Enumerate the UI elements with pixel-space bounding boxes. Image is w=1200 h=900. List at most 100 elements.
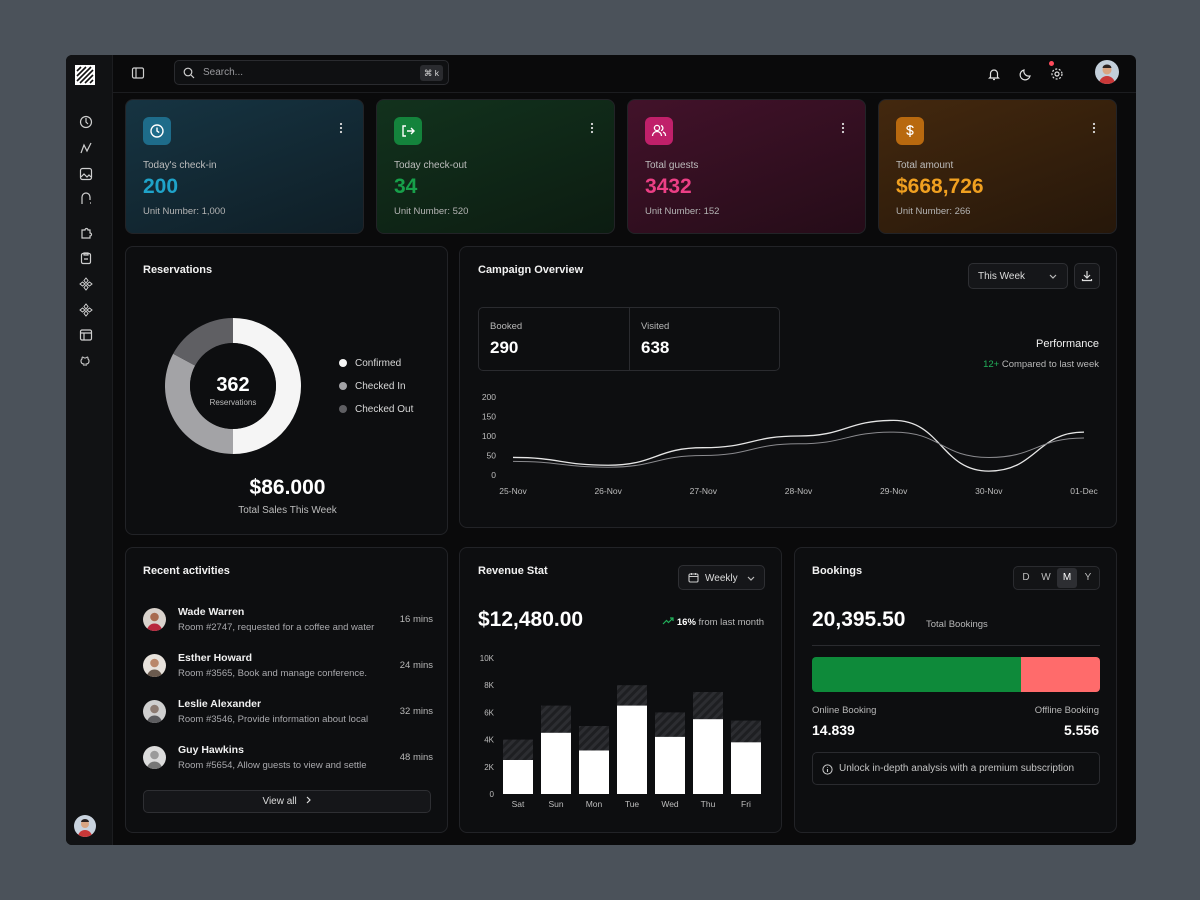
download-icon xyxy=(1081,271,1093,282)
more-icon[interactable] xyxy=(339,121,343,135)
x-tick-label: Mon xyxy=(586,799,603,809)
activity-time: 32 mins xyxy=(399,706,433,717)
premium-notice[interactable]: Unlock in-depth analysis with a premium … xyxy=(812,752,1100,785)
activity-name: Guy Hawkins xyxy=(178,744,244,756)
legend-dot xyxy=(339,382,347,390)
view-all-button[interactable]: View all xyxy=(143,790,431,813)
x-tick-label: Thu xyxy=(701,799,716,809)
x-tick-label: 01-Dec xyxy=(1070,486,1098,496)
bell-icon[interactable] xyxy=(987,67,1001,81)
stat-value: 34 xyxy=(394,175,418,198)
stat-label: Today check-out xyxy=(394,160,467,171)
top-bar: Search... ⌘ k xyxy=(113,55,1136,93)
stat-card-guests: Total guests 3432 Unit Number: 152 xyxy=(627,99,866,234)
range-year[interactable]: Y xyxy=(1084,572,1092,583)
campaign-card: Campaign Overview This Week Booked 290 V… xyxy=(459,246,1117,528)
stat-label: Total amount xyxy=(896,160,954,171)
more-icon[interactable] xyxy=(590,121,594,135)
y-tick-label: 200 xyxy=(482,392,496,402)
divider xyxy=(629,308,630,370)
sidebar-toggle-icon[interactable] xyxy=(131,66,145,80)
bar-revenue xyxy=(655,736,685,794)
y-tick-label: 100 xyxy=(482,431,496,441)
activities-card: Recent activities Wade Warren Room #2747… xyxy=(125,547,448,833)
range-day[interactable]: D xyxy=(1022,572,1030,583)
period-select[interactable]: This Week xyxy=(968,263,1068,289)
activity-item[interactable]: Esther Howard Room #3565, Book and manag… xyxy=(143,652,433,686)
total-sales-label: Total Sales This Week xyxy=(238,505,337,516)
revenue-amount: $12,480.00 xyxy=(478,608,584,631)
stat-sub: Unit Number: 1,000 xyxy=(143,206,226,217)
line-series-booked xyxy=(512,419,1085,472)
gallery-icon[interactable] xyxy=(79,167,93,181)
dollar-icon xyxy=(896,117,924,145)
search-box[interactable]: Search... ⌘ k xyxy=(174,60,449,85)
activity-icon[interactable] xyxy=(79,141,93,155)
avatar xyxy=(143,700,166,723)
activity-item[interactable]: Leslie Alexander Room #3546, Provide inf… xyxy=(143,698,433,732)
logo-icon[interactable] xyxy=(75,65,95,85)
search-input[interactable]: Search... xyxy=(203,67,244,78)
stat-label: Total guests xyxy=(645,160,699,171)
stat-value: 200 xyxy=(143,175,179,198)
online-value: 14.839 xyxy=(812,722,855,738)
campaign-stats-box: Booked 290 Visited 638 xyxy=(478,307,780,371)
user-avatar[interactable] xyxy=(74,815,96,837)
stat-label: Today's check-in xyxy=(143,160,217,171)
visited-value: 638 xyxy=(641,338,670,357)
puzzle-icon[interactable] xyxy=(79,226,93,240)
revenue-period-select[interactable]: Weekly xyxy=(678,565,765,590)
stat-value: $668,726 xyxy=(896,175,984,198)
range-week[interactable]: W xyxy=(1041,572,1051,583)
revenue-change-value: 16% xyxy=(676,617,696,628)
activity-desc: Room #3546, Provide information about lo… xyxy=(178,714,369,725)
x-tick-label: 29-Nov xyxy=(880,486,908,496)
line-series-visited xyxy=(512,431,1085,468)
app-window: Search... ⌘ k Today's check-in 200 Unit … xyxy=(66,55,1136,845)
y-tick-label: 0 xyxy=(490,790,495,799)
settings-icon[interactable] xyxy=(1050,67,1064,81)
bar-revenue xyxy=(541,732,571,794)
range-month[interactable]: M xyxy=(1057,568,1077,588)
modules-icon[interactable] xyxy=(79,303,93,317)
x-tick-label: Sun xyxy=(548,799,563,809)
activities-title: Recent activities xyxy=(143,565,230,577)
compare-text: Compared to last week xyxy=(1001,359,1099,370)
avatar xyxy=(143,746,166,769)
online-label: Online Booking xyxy=(812,705,877,716)
view-all-label: View all xyxy=(262,796,297,807)
github-icon[interactable] xyxy=(79,354,93,368)
activity-item[interactable]: Wade Warren Room #2747, requested for a … xyxy=(143,606,433,640)
x-tick-label: 28-Nov xyxy=(785,486,813,496)
revenue-change-text: from last month xyxy=(698,617,764,628)
reservations-total-label: Reservations xyxy=(209,398,257,407)
revenue-bar-chart: 0 2K 4K 6K 8K 10K Sat Sun Mon Tue Wed Thu Fri xyxy=(480,654,761,809)
download-button[interactable] xyxy=(1074,263,1100,289)
sidebar xyxy=(66,55,113,845)
profile-avatar[interactable] xyxy=(1095,60,1119,84)
clipboard-icon[interactable] xyxy=(79,251,93,265)
moon-icon[interactable] xyxy=(1019,67,1033,81)
donut-hole xyxy=(190,343,276,429)
avatar xyxy=(143,654,166,677)
voice-icon[interactable] xyxy=(79,192,93,206)
more-icon[interactable] xyxy=(841,121,845,135)
legend-dot xyxy=(339,359,347,367)
bookings-total: 20,395.50 xyxy=(812,608,906,631)
x-tick-label: Wed xyxy=(661,799,679,809)
y-tick-label: 8K xyxy=(484,681,494,690)
x-tick-label: 30-Nov xyxy=(975,486,1003,496)
activity-item[interactable]: Guy Hawkins Room #5654, Allow guests to … xyxy=(143,744,433,778)
chevron-right-icon xyxy=(306,796,311,804)
dashboard-icon[interactable] xyxy=(79,115,93,129)
more-icon[interactable] xyxy=(1092,121,1096,135)
offline-label: Offline Booking xyxy=(1034,705,1099,716)
legend-label: Checked Out xyxy=(355,404,414,415)
activity-time: 16 mins xyxy=(399,614,433,625)
layout-icon[interactable] xyxy=(79,328,93,342)
bar-revenue xyxy=(503,760,533,794)
bookings-card: Bookings D W M Y 20,395.50 Total Booking… xyxy=(794,547,1117,833)
revenue-change: 16% from last month xyxy=(662,617,764,628)
offline-segment xyxy=(1021,657,1100,692)
components-icon[interactable] xyxy=(79,277,93,291)
